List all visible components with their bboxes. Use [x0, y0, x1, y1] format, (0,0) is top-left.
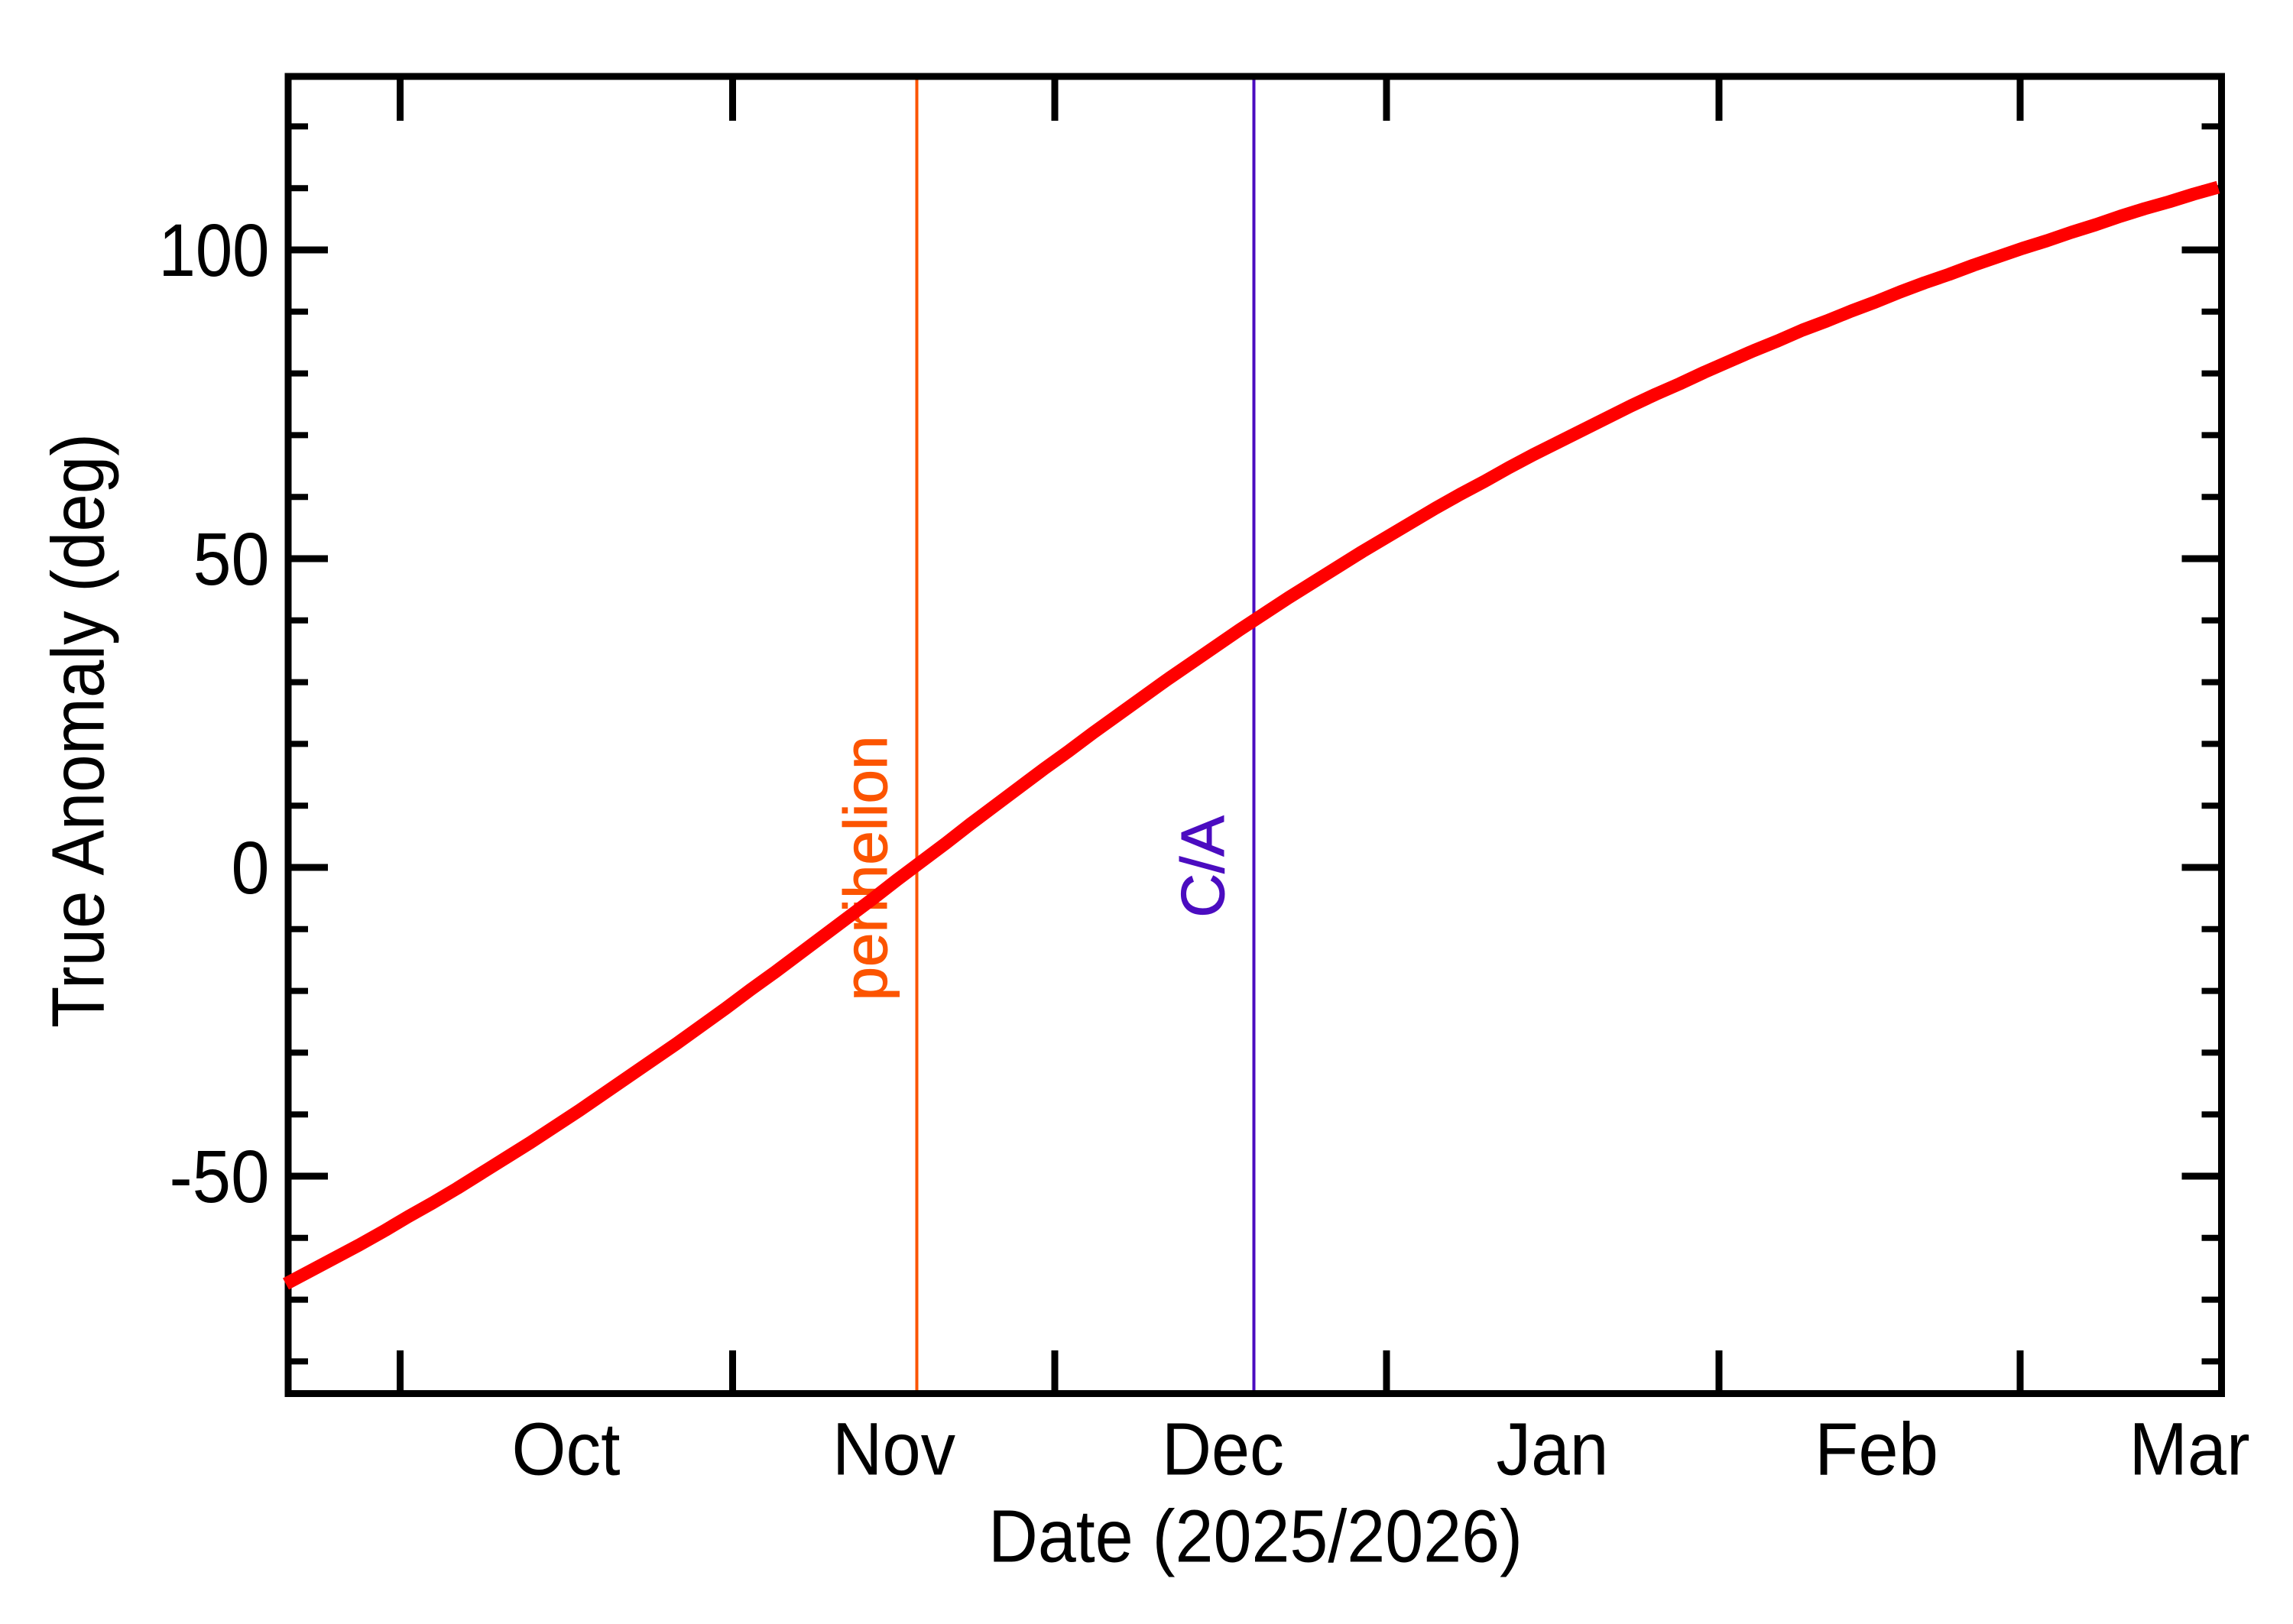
svg-text:Dec: Dec: [1162, 1408, 1284, 1491]
svg-text:True Anomaly (deg): True Anomaly (deg): [37, 433, 120, 1028]
svg-text:50: 50: [193, 517, 270, 601]
svg-text:Feb: Feb: [1815, 1408, 1938, 1491]
svg-text:100: 100: [159, 209, 270, 292]
svg-text:Date (2025/2026): Date (2025/2026): [988, 1495, 1523, 1578]
svg-text:0: 0: [232, 826, 270, 909]
svg-text:C/A: C/A: [1169, 815, 1237, 918]
svg-text:Oct: Oct: [512, 1408, 621, 1491]
svg-text:-50: -50: [170, 1135, 270, 1218]
svg-text:Mar: Mar: [2129, 1408, 2250, 1491]
svg-text:Jan: Jan: [1497, 1408, 1609, 1491]
svg-text:Nov: Nov: [832, 1408, 955, 1491]
svg-text:perihelion: perihelion: [832, 736, 900, 1001]
